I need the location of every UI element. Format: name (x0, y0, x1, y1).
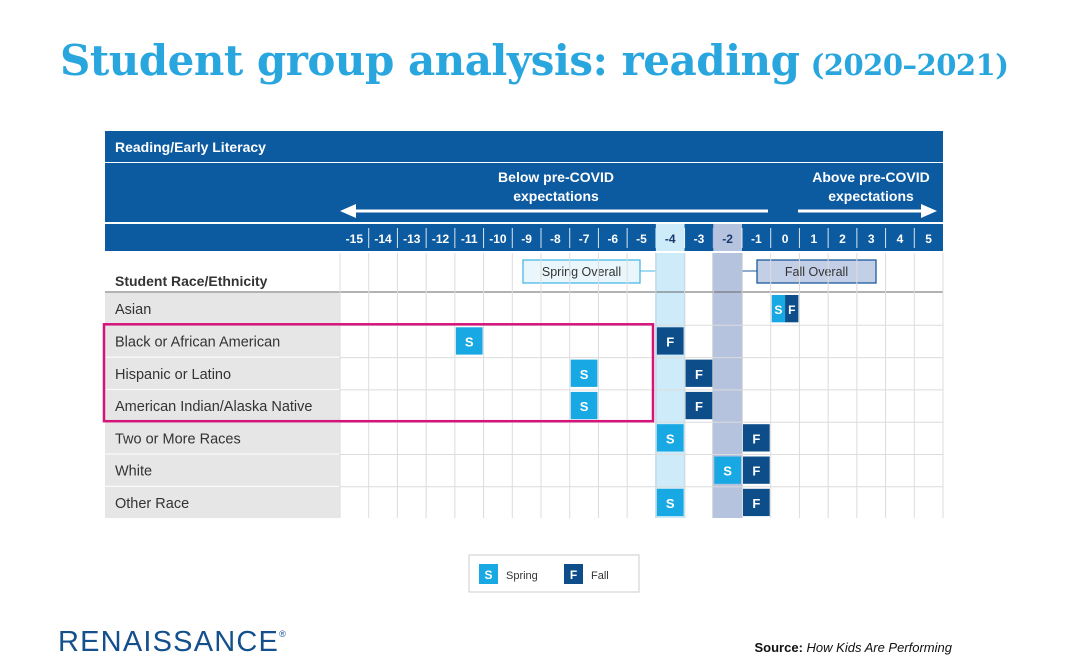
legend-letter-spring: S (484, 568, 492, 582)
overall-column-1 (655, 253, 685, 518)
marker-spring-letter-row-3: S (580, 399, 589, 414)
logo-registered-mark: ® (279, 629, 286, 639)
overall-callout-label-2: Fall Overall (785, 265, 848, 279)
tick-label-11: -4 (665, 232, 676, 246)
marker-fall-row-0 (785, 295, 799, 323)
source-note: Source: How Kids Are Performing (755, 640, 953, 655)
marker-spring-row-2 (570, 359, 598, 387)
tick-label-17: 2 (839, 232, 846, 246)
tick-cell-highlight-13 (713, 224, 742, 251)
legend-label-spring: Spring (506, 570, 538, 582)
marker-spring-row-3 (570, 391, 598, 420)
overall-callout-box-1 (522, 259, 641, 284)
marker-spring-row-1 (455, 327, 483, 355)
row-label-bg-5 (105, 454, 340, 486)
row-label-bg-2 (105, 357, 340, 389)
marker-fall-letter-row-6: F (752, 496, 760, 511)
marker-fall-row-4 (743, 424, 770, 452)
marker-spring-letter-row-6: S (666, 496, 675, 511)
tick-band (105, 224, 943, 251)
marker-spring-letter-row-2: S (580, 367, 589, 382)
tick-label-6: -9 (521, 232, 532, 246)
marker-fall-row-1 (656, 327, 684, 355)
marker-spring-row-5 (714, 456, 741, 484)
tick-label-5: -10 (489, 232, 507, 246)
tick-label-9: -6 (607, 232, 618, 246)
below-expectations-label-line-2: expectations (513, 188, 599, 204)
marker-fall-letter-row-3: F (695, 399, 703, 414)
row-label-bg-0 (105, 293, 340, 325)
marker-fall-letter-row-0: F (788, 303, 795, 317)
page-title: Student group analysis: reading (2020–20… (60, 40, 1009, 82)
chart-title: Reading/Early Literacy (115, 139, 266, 155)
tick-label-20: 5 (925, 232, 932, 246)
tick-label-14: -1 (751, 232, 762, 246)
row-label-6: Other Race (115, 496, 189, 512)
row-label-2: Hispanic or Latino (115, 367, 231, 383)
tick-label-15: 0 (782, 232, 789, 246)
logo-text: RENAISSANCE (58, 626, 280, 658)
tick-label-8: -7 (579, 232, 590, 246)
marker-spring-letter-row-4: S (666, 431, 675, 446)
marker-fall-letter-row-4: F (752, 431, 760, 446)
marker-fall-letter-row-5: F (752, 464, 760, 479)
tick-label-13: -2 (722, 232, 733, 246)
row-label-3: American Indian/Alaska Native (115, 399, 312, 415)
marker-fall-letter-row-1: F (666, 334, 674, 349)
legend-swatch-fall (564, 564, 583, 584)
tick-label-2: -13 (403, 232, 421, 246)
legend-label-fall: Fall (591, 570, 609, 582)
tick-cell-highlight-11 (655, 224, 685, 251)
above-arrow-head (921, 204, 937, 218)
marker-spring-row-6 (656, 488, 684, 517)
tick-label-19: 4 (897, 232, 904, 246)
row-label-5: White (115, 464, 152, 480)
row-label-bg-3 (105, 389, 340, 422)
row-label-bg-4 (105, 422, 340, 454)
marker-fall-row-5 (743, 456, 770, 484)
below-arrow-head (340, 204, 356, 218)
renaissance-logo: RENAISSANCE® (58, 628, 286, 657)
marker-spring-letter-row-5: S (723, 464, 732, 479)
tick-label-18: 3 (868, 232, 875, 246)
source-label: Source: (754, 640, 803, 655)
marker-spring-letter-row-0: S (774, 303, 782, 317)
tick-label-7: -8 (550, 232, 561, 246)
below-expectations-label-line-1: Below pre-COVID (498, 169, 614, 185)
tick-label-16: 1 (810, 232, 817, 246)
title-years: (2020–2021) (810, 48, 1009, 82)
marker-spring-row-0 (771, 295, 786, 323)
tick-label-10: -5 (636, 232, 647, 246)
tick-label-3: -12 (432, 232, 450, 246)
row-label-0: Asian (115, 302, 151, 318)
row-label-bg-1 (105, 325, 340, 357)
tick-label-12: -3 (694, 232, 705, 246)
row-label-bg-6 (105, 486, 340, 519)
marker-fall-letter-row-2: F (695, 367, 703, 382)
title-main: Student group analysis: reading (60, 36, 800, 85)
tick-label-4: -11 (461, 232, 478, 246)
above-expectations-label-line-2: expectations (828, 188, 914, 204)
marker-spring-letter-row-1: S (465, 334, 474, 349)
highlight-box (102, 323, 655, 423)
tick-label-0: -15 (346, 232, 364, 246)
chart-title-bar (105, 131, 943, 162)
overall-callout-box-2 (756, 259, 877, 284)
source-text: How Kids Are Performing (806, 640, 952, 655)
above-expectations-label-line-1: Above pre-COVID (812, 169, 929, 185)
legend-letter-fall: F (570, 568, 577, 582)
marker-fall-row-6 (743, 488, 770, 517)
row-label-1: Black or African American (115, 334, 280, 350)
overall-callout-label-1: Spring Overall (542, 265, 621, 279)
marker-fall-row-3 (685, 391, 713, 420)
legend-swatch-spring (479, 564, 498, 584)
row-label-4: Two or More Races (115, 431, 241, 447)
marker-spring-row-4 (656, 424, 684, 452)
tick-label-1: -14 (374, 232, 392, 246)
marker-fall-row-2 (685, 359, 713, 387)
row-header: Student Race/Ethnicity (115, 273, 268, 289)
